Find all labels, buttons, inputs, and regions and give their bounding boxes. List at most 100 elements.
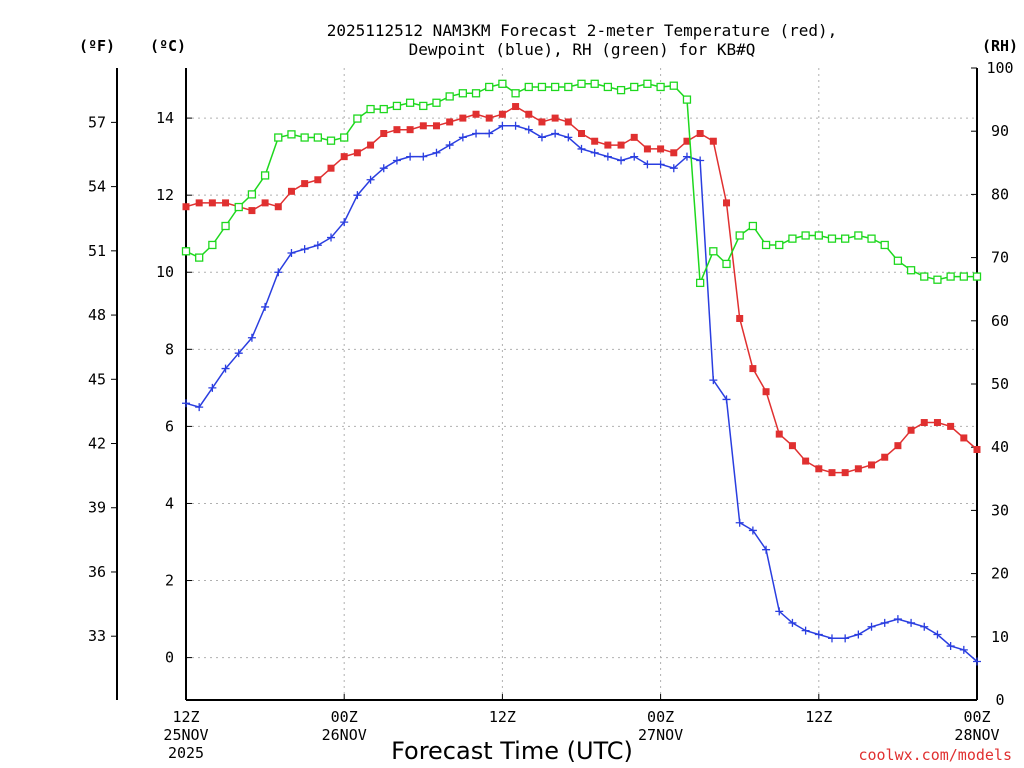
fahrenheit-tick-label: 51: [88, 242, 106, 260]
data-point: [644, 80, 651, 87]
data-point: [974, 273, 981, 280]
fahrenheit-tick-label: 33: [88, 627, 106, 645]
data-point: [393, 126, 400, 133]
rh-axis-unit: (RH): [982, 37, 1018, 55]
data-point: [749, 365, 756, 372]
data-point: [947, 423, 954, 430]
data-point: [565, 83, 572, 90]
data-point: [407, 99, 414, 106]
data-point: [288, 188, 295, 195]
data-point: [789, 442, 796, 449]
x-tick-label-date: 27NOV: [638, 726, 683, 744]
data-point: [420, 102, 427, 109]
data-point: [657, 145, 664, 152]
data-point: [776, 241, 783, 248]
data-point: [710, 138, 717, 145]
data-point: [446, 93, 453, 100]
fahrenheit-axis-unit: (ºF): [79, 37, 115, 55]
data-point: [894, 442, 901, 449]
data-point: [683, 96, 690, 103]
data-point: [183, 248, 190, 255]
celsius-tick-label: 8: [165, 340, 174, 358]
data-point: [578, 80, 585, 87]
data-point: [855, 465, 862, 472]
rh-tick-label: 10: [991, 628, 1009, 646]
fahrenheit-tick-label: 36: [88, 563, 106, 581]
data-point: [433, 122, 440, 129]
data-point: [868, 461, 875, 468]
data-point: [328, 137, 335, 144]
data-point: [446, 118, 453, 125]
fahrenheit-tick-label: 45: [88, 370, 106, 388]
data-point: [736, 315, 743, 322]
data-point: [604, 142, 611, 149]
data-point: [828, 469, 835, 476]
data-point: [591, 138, 598, 145]
data-point: [393, 102, 400, 109]
data-point: [815, 465, 822, 472]
data-point: [183, 203, 190, 210]
data-point: [354, 115, 361, 122]
data-point: [328, 165, 335, 172]
data-point: [486, 83, 493, 90]
data-point: [670, 149, 677, 156]
data-point: [420, 122, 427, 129]
fahrenheit-tick-label: 54: [88, 178, 106, 196]
data-point: [552, 115, 559, 122]
data-point: [723, 260, 730, 267]
data-point: [512, 103, 519, 110]
celsius-tick-label: 0: [165, 649, 174, 667]
data-point: [631, 83, 638, 90]
data-point: [459, 115, 466, 122]
data-point: [248, 191, 255, 198]
data-point: [697, 279, 704, 286]
x-tick-label-year: 2025: [168, 744, 204, 762]
x-axis-title: Forecast Time (UTC): [391, 737, 633, 765]
data-point: [618, 87, 625, 94]
x-tick-label-time: 00Z: [647, 708, 674, 726]
data-point: [314, 176, 321, 183]
data-point: [644, 145, 651, 152]
x-tick-label-time: 12Z: [172, 708, 199, 726]
data-point: [697, 130, 704, 137]
chart-title-line-2: Dewpoint (blue), RH (green) for KB#Q: [409, 40, 756, 59]
rh-tick-label: 90: [991, 122, 1009, 140]
data-point: [433, 99, 440, 106]
rh-tick-label: 0: [995, 691, 1004, 709]
x-tick-label-time: 00Z: [963, 708, 990, 726]
x-tick-label-date: 26NOV: [322, 726, 367, 744]
data-point: [235, 204, 242, 211]
data-point: [908, 267, 915, 274]
data-point: [222, 223, 229, 230]
data-point: [354, 149, 361, 156]
data-point: [960, 434, 967, 441]
celsius-tick-label: 2: [165, 572, 174, 590]
data-point: [473, 111, 480, 118]
data-point: [380, 106, 387, 113]
x-tick-label-date: 28NOV: [954, 726, 999, 744]
data-point: [473, 90, 480, 97]
fahrenheit-tick-label: 42: [88, 435, 106, 453]
background: [0, 0, 1024, 768]
rh-tick-label: 80: [991, 185, 1009, 203]
data-point: [301, 134, 308, 141]
celsius-tick-label: 6: [165, 417, 174, 435]
data-point: [578, 130, 585, 137]
fahrenheit-tick-label: 57: [88, 113, 106, 131]
credit-text: coolwx.com/models: [858, 746, 1012, 764]
data-point: [855, 232, 862, 239]
x-tick-label-date: 25NOV: [163, 726, 208, 744]
celsius-tick-label: 12: [156, 186, 174, 204]
data-point: [499, 111, 506, 118]
data-point: [367, 142, 374, 149]
data-point: [604, 83, 611, 90]
rh-tick-label: 70: [991, 249, 1009, 267]
data-point: [275, 134, 282, 141]
data-point: [486, 115, 493, 122]
data-point: [710, 248, 717, 255]
data-point: [749, 223, 756, 230]
data-point: [209, 241, 216, 248]
data-point: [209, 199, 216, 206]
data-point: [881, 454, 888, 461]
data-point: [657, 83, 664, 90]
